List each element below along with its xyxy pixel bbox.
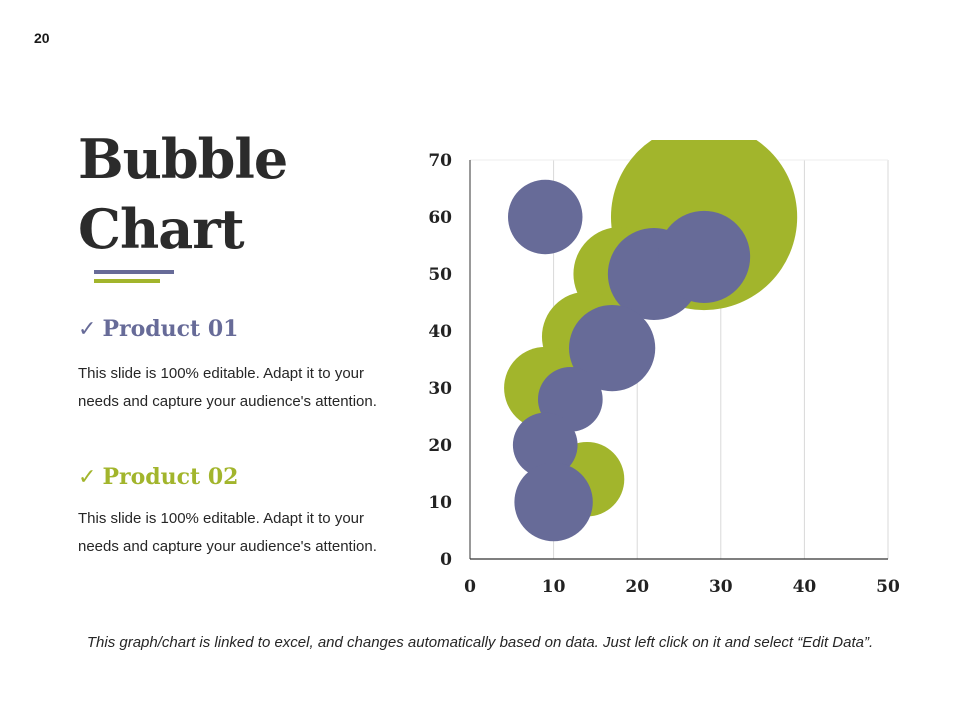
product-01-label: Product 01 — [102, 316, 239, 342]
product-01-heading: ✓ Product 01 — [78, 316, 238, 342]
decorative-line-blue — [94, 270, 174, 274]
y-tick-label: 10 — [428, 493, 452, 513]
y-tick-label: 40 — [428, 322, 452, 342]
x-tick-label: 30 — [709, 577, 733, 597]
y-tick-label: 60 — [428, 208, 452, 228]
check-icon: ✓ — [78, 465, 97, 490]
y-tick-label: 30 — [428, 379, 452, 399]
bubble-product-01-1[interactable] — [508, 179, 583, 255]
bubble-product-01-6[interactable] — [512, 412, 578, 478]
bubble-product-01-3[interactable] — [658, 210, 751, 303]
x-tick-label: 20 — [625, 577, 649, 597]
y-tick-label: 0 — [440, 550, 452, 570]
x-tick-label: 50 — [876, 577, 900, 597]
product-02-description: This slide is 100% editable. Adapt it to… — [78, 510, 377, 555]
bubble-product-01-4[interactable] — [569, 304, 656, 392]
footnote: This graph/chart is linked to excel, and… — [86, 634, 874, 651]
x-tick-label: 10 — [542, 577, 566, 597]
page-number: 20 — [34, 30, 50, 46]
product-02-label: Product 02 — [102, 464, 239, 490]
product-02-heading: ✓ Product 02 — [78, 464, 238, 490]
product-01-description: This slide is 100% editable. Adapt it to… — [78, 365, 377, 410]
slide-title-line-2: Chart — [78, 197, 245, 261]
slide-title-line-1: Bubble — [78, 127, 288, 191]
y-tick-label: 70 — [428, 151, 452, 171]
x-tick-label: 0 — [464, 577, 476, 597]
y-tick-label: 50 — [428, 265, 452, 285]
y-tick-label: 20 — [428, 436, 452, 456]
decorative-line-green — [94, 279, 160, 283]
bubble-product-01-7[interactable] — [514, 462, 593, 542]
bubble-chart[interactable]: 0 10 20 30 40 50 60 70 0 10 20 30 40 50 — [410, 140, 920, 610]
x-tick-label: 40 — [793, 577, 817, 597]
check-icon: ✓ — [78, 317, 97, 342]
slide-title: Bubble Chart — [78, 124, 398, 264]
